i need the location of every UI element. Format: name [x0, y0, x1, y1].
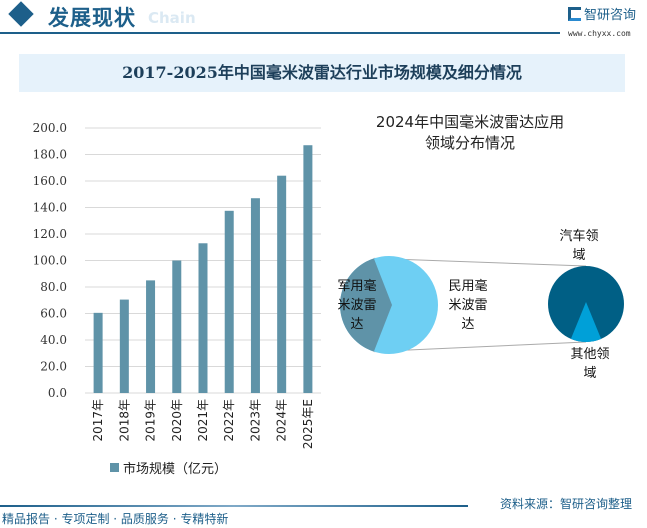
y-tick-label: 20.0 — [40, 360, 67, 374]
y-tick-label: 140.0 — [33, 201, 67, 215]
label-civil: 民用毫 米波雷达 — [448, 279, 488, 332]
y-tick-label: 200.0 — [33, 121, 67, 135]
bar — [146, 280, 156, 393]
footer-slogan: 精品报告 · 专项定制 · 品质服务 · 专精特新 — [2, 512, 229, 526]
bar — [250, 198, 260, 393]
x-tick-label: 2024年 — [275, 399, 289, 442]
legend-swatch — [110, 463, 119, 472]
label-military: 军用毫 米波雷达 — [337, 279, 377, 332]
bar — [277, 175, 287, 393]
bar — [303, 145, 313, 393]
x-tick-label: 2021年 — [196, 399, 210, 442]
connector-line — [373, 341, 587, 353]
x-tick-label: 2020年 — [170, 399, 184, 442]
footer-divider — [0, 505, 468, 507]
logo-icon — [568, 6, 581, 21]
bar — [93, 312, 103, 393]
pie-slice-military — [339, 258, 392, 352]
x-tick-label: 2017年 — [91, 399, 105, 442]
y-tick-label: 60.0 — [40, 307, 67, 321]
pie-title-line: 2024年中国毫米波雷达应用 — [375, 113, 565, 131]
bar — [172, 260, 182, 393]
section-subtitle: Chain — [148, 9, 196, 27]
bar — [198, 243, 208, 393]
y-tick-label: 0.0 — [48, 386, 67, 400]
y-tick-label: 180.0 — [33, 148, 67, 162]
brand-url: www.chyxx.com — [568, 29, 631, 38]
y-tick-label: 40.0 — [40, 333, 67, 347]
bar-legend: 市场规模（亿元） — [110, 458, 227, 477]
chart-title: 2017-2025年中国毫米波雷达行业市场规模及细分情况 — [19, 54, 625, 92]
brand-name: 智研咨询 — [584, 8, 637, 23]
footer-source: 资料来源：智研咨询整理 — [500, 497, 633, 511]
label-other: 其他领域 — [570, 347, 610, 381]
pie-title: 2024年中国毫米波雷达应用 领域分布情况 — [340, 112, 600, 154]
bar — [119, 299, 129, 393]
y-tick-label: 120.0 — [33, 227, 67, 241]
label-auto: 汽车领域 — [559, 229, 599, 263]
x-tick-label: 2022年 — [222, 399, 236, 442]
y-tick-label: 160.0 — [33, 174, 67, 188]
subpie-slice-other — [570, 302, 602, 342]
y-tick-label: 100.0 — [33, 254, 67, 268]
brand-logo: 智研咨询 — [568, 4, 636, 23]
bar — [224, 210, 234, 393]
x-tick-label: 2019年 — [144, 399, 158, 442]
x-tick-label: 2025年E — [301, 399, 315, 449]
legend-label: 市场规模（亿元） — [123, 462, 228, 477]
pie-title-line: 领域分布情况 — [424, 134, 515, 152]
x-tick-label: 2018年 — [117, 399, 131, 442]
y-tick-label: 80.0 — [40, 280, 67, 294]
section-title: 发展现状 — [48, 6, 136, 30]
connector-line — [373, 257, 587, 267]
x-tick-label: 2023年 — [248, 399, 262, 442]
header-divider — [0, 32, 560, 34]
